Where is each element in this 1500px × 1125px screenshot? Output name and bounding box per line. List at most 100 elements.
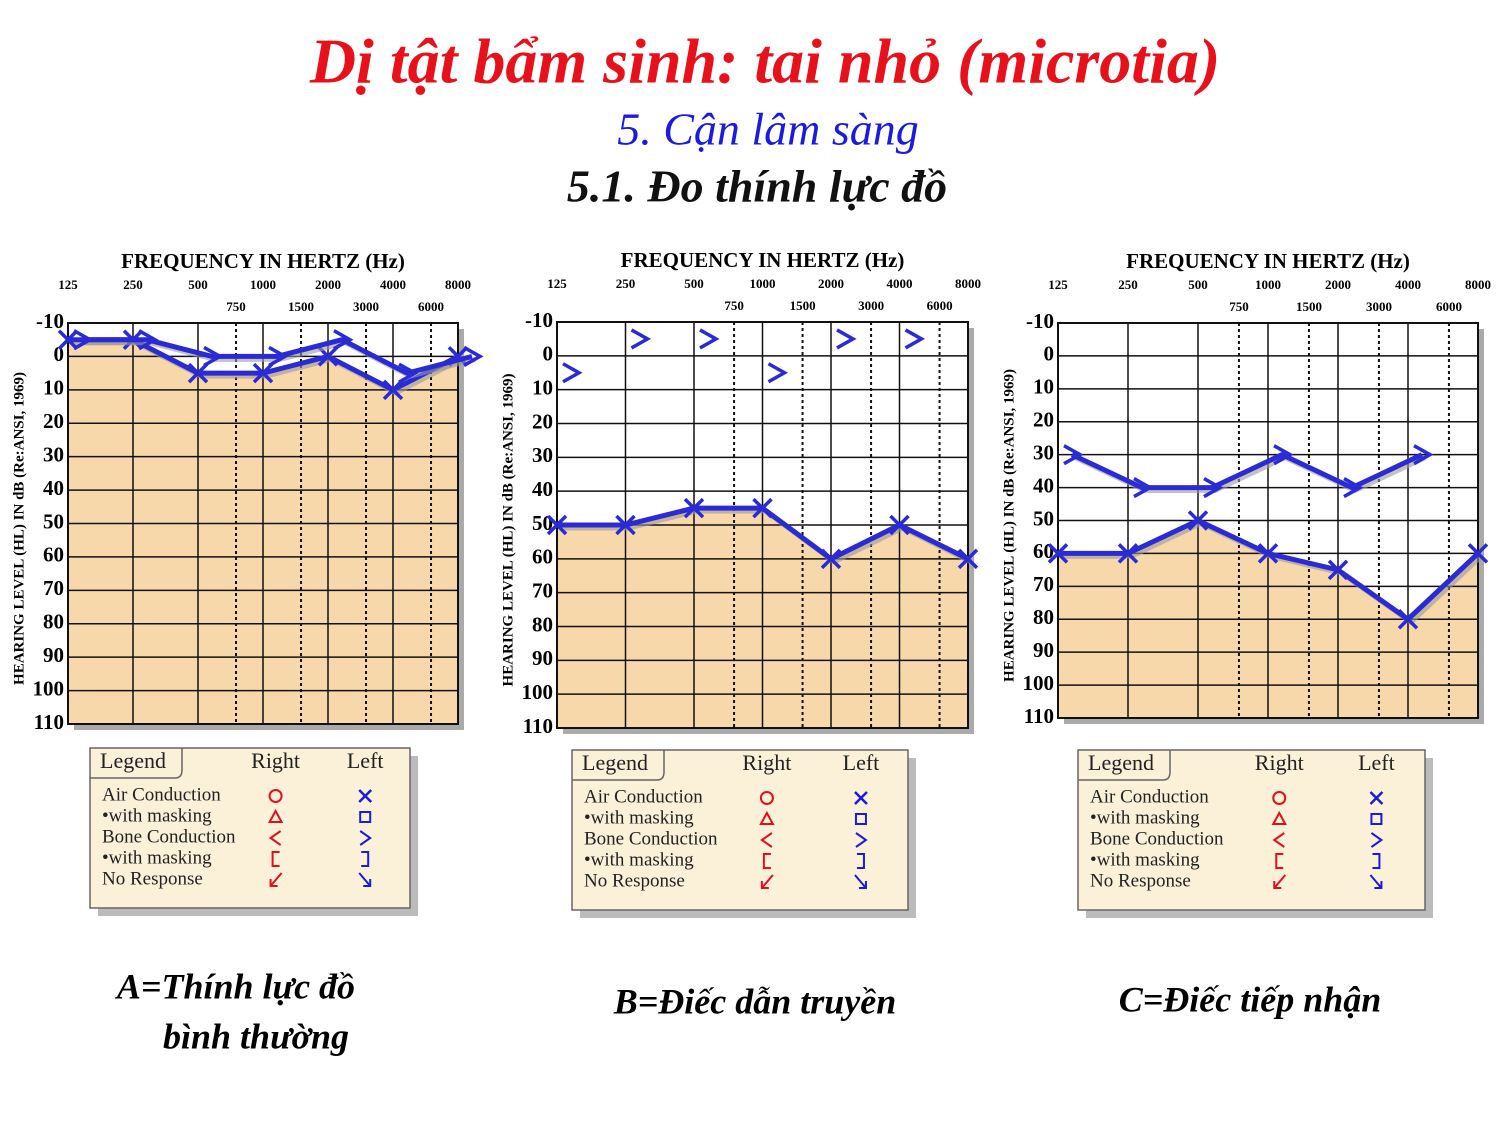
x-tick-label: 4000 [887, 276, 913, 291]
data-point [463, 345, 484, 367]
y-tick-label: 10 [43, 376, 64, 400]
x-tick-label: 1500 [1296, 299, 1322, 314]
legend-symbol [361, 851, 370, 867]
data-point [57, 329, 79, 350]
y-tick-label: 20 [532, 409, 553, 433]
legend-symbol [854, 791, 868, 805]
legend-symbols [269, 872, 372, 887]
y-tick-label: 100 [33, 676, 65, 700]
legend-symbols [760, 832, 868, 848]
legend-symbols [271, 851, 370, 867]
data-point [138, 329, 159, 351]
legend-symbols [760, 874, 867, 889]
y-tick-label: 0 [1044, 342, 1055, 366]
x-tick-label: 500 [684, 276, 704, 291]
y-tick-label: 20 [43, 409, 64, 433]
y-axis-title: HEARING LEVEL (HL) IN dB (Re:ANSI, 1969) [500, 374, 516, 687]
series-line [82, 337, 473, 376]
legend-box [1077, 749, 1426, 911]
caption: A=Thính lực đồ [115, 966, 355, 1006]
x-axis-title: FREQUENCY IN HERTZ (Hz) [621, 248, 905, 272]
y-tick-label: 90 [1033, 638, 1054, 662]
data-point [630, 328, 652, 350]
x-tick-label: 750 [1229, 299, 1249, 314]
x-tick-label: 2000 [1325, 277, 1351, 292]
legend-column: Right [742, 750, 791, 775]
legend-symbol [760, 874, 774, 889]
legend-column: Right [251, 748, 300, 773]
y-tick-label: 40 [532, 477, 553, 501]
legend-symbols [268, 789, 373, 803]
y-tick-label: 30 [1033, 440, 1054, 464]
x-tick-label: 4000 [380, 277, 406, 292]
legend-symbol [1272, 832, 1285, 848]
y-tick-label: -10 [525, 308, 553, 332]
legend-symbol [267, 808, 284, 823]
legend-symbols [759, 791, 868, 805]
data-point [889, 514, 910, 536]
y-tick-label: 70 [532, 578, 553, 602]
data-point [615, 514, 636, 536]
legend-symbols [1272, 832, 1384, 848]
legend-column: Left [843, 750, 880, 775]
legend-row: •with masking [584, 807, 694, 828]
legend-symbol [1370, 832, 1384, 848]
y-tick-label: 20 [1033, 408, 1054, 432]
legend-row: No Response [584, 870, 685, 891]
legend-symbol [1369, 791, 1384, 805]
plot-frame [1057, 322, 1479, 719]
y-tick-label: 100 [522, 680, 554, 704]
legend-symbol [358, 872, 372, 887]
data-point [398, 362, 419, 384]
x-tick-label: 8000 [955, 276, 981, 291]
x-tick-label: 125 [1048, 277, 1068, 292]
legend-row: •with masking [1090, 849, 1200, 870]
section-title: 5.1. Đo thính lực đồ [567, 161, 947, 212]
x-tick-label: 8000 [1465, 277, 1491, 292]
data-point [836, 328, 857, 350]
data-point [1343, 477, 1364, 499]
data-point [752, 497, 773, 519]
x-tick-label: 3000 [353, 299, 379, 314]
x-tick-label: 750 [724, 298, 744, 313]
y-tick-label: 70 [1033, 572, 1054, 596]
plot-frame [67, 322, 459, 725]
legend-symbol [759, 810, 775, 825]
y-tick-label: 30 [532, 443, 553, 467]
legend-symbol [1369, 874, 1383, 889]
y-tick-label: 0 [543, 342, 554, 366]
x-tick-label: 250 [616, 276, 636, 291]
legend-symbol [854, 813, 867, 825]
data-point [252, 362, 274, 384]
data-point [1257, 543, 1279, 564]
x-tick-label: 6000 [927, 298, 953, 313]
data-point [820, 548, 842, 570]
y-tick-label: 30 [43, 442, 64, 466]
data-point [382, 379, 404, 401]
legend-title: Legend [1088, 750, 1154, 775]
legend-symbols [268, 830, 372, 846]
legend-row: Bone Conduction [102, 826, 236, 847]
legend-row: •with masking [102, 805, 212, 826]
slide-subtitle: 5. Cận lâm sàng [617, 104, 919, 155]
legend-symbol [760, 832, 773, 848]
y-tick-label: 80 [43, 610, 64, 634]
legend-title: Legend [582, 750, 648, 775]
data-point [1413, 444, 1434, 466]
legend-tab [1078, 750, 1171, 781]
x-tick-label: 3000 [858, 298, 884, 313]
y-tick-label: 110 [1024, 704, 1054, 728]
data-point [1063, 444, 1084, 466]
legend-row: •with masking [584, 849, 694, 870]
legend-symbol [855, 832, 868, 848]
legend-symbol [268, 789, 283, 803]
data-point [683, 497, 705, 519]
legend-box [571, 749, 909, 911]
legend-symbol [359, 830, 372, 846]
data-point [1187, 510, 1209, 531]
legend-symbol [1272, 791, 1287, 805]
legend-row: Bone Conduction [1090, 828, 1224, 849]
legend-row: •with masking [1090, 807, 1200, 828]
data-point [699, 328, 720, 350]
